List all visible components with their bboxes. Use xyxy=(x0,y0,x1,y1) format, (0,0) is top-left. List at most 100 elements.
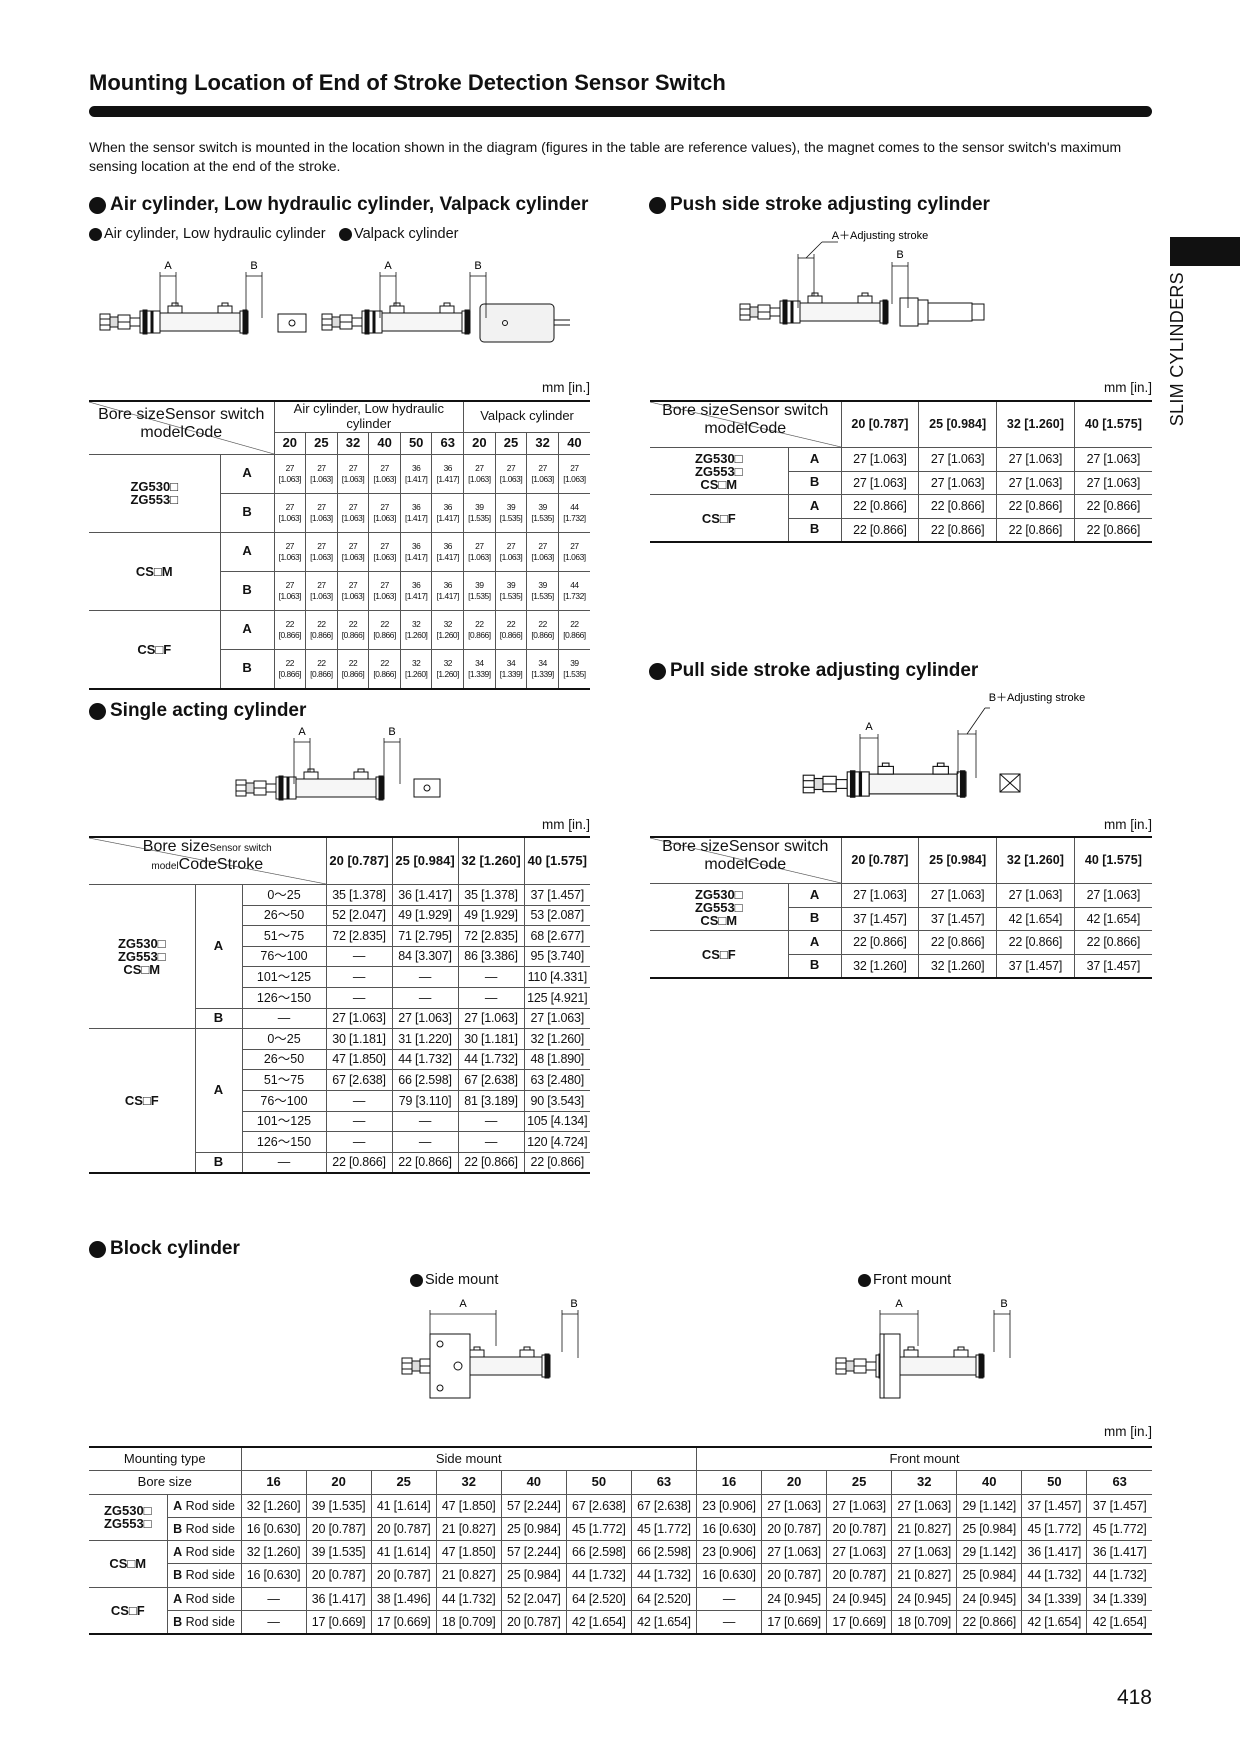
value-cell: 27 [1.063] xyxy=(336,570,370,611)
value-cell: 22 [0.866] xyxy=(1073,494,1153,519)
value-cell: 22 [0.866] xyxy=(840,930,920,955)
value-cell: 27 [1.063] xyxy=(1073,883,1153,908)
value-cell: 44 [1.732] xyxy=(457,1048,525,1071)
value-cell: 27 [1.063] xyxy=(273,492,307,533)
diagram-shape xyxy=(235,768,385,801)
corner-label: Code xyxy=(183,424,223,442)
data-row: B —27 [1.063] 27 [1.063] 27 [1.063] 27 [1.06… xyxy=(89,1007,591,1030)
diagram-shape xyxy=(927,302,973,322)
section-title-text: Single acting cylinder xyxy=(110,700,307,721)
code-cell: B xyxy=(787,517,842,543)
group-header: Front mount xyxy=(696,1446,1152,1472)
corner-box: Bore sizeSensor switch modelCode xyxy=(650,838,840,883)
data-row: B Rod side 16 [0.630] 20 [0.787] 20 [0.787]… xyxy=(89,1516,1152,1542)
value-cell: 36 [1.417] xyxy=(399,570,433,611)
value-cell: 34 [1.339] xyxy=(463,648,496,690)
corner-label: Sensor switch model xyxy=(704,402,829,438)
data-row: B 27 [1.063] 27 [1.063] 27 [1.063] 27 [1.063… xyxy=(89,570,590,611)
model-name: CS□F xyxy=(110,1603,145,1619)
value-cell: 44 [1.732] xyxy=(565,1563,632,1588)
pull-table: Bore sizeSensor switch modelCode 20 [0.78… xyxy=(650,836,1153,979)
value-cell: 86 [3.386] xyxy=(457,945,525,968)
value-cell: 20 [0.787] xyxy=(305,1563,372,1588)
corner-label: Sensor switch model xyxy=(704,838,829,874)
value-cell: 24 [0.945] xyxy=(761,1586,828,1612)
corner-label: Code xyxy=(747,856,787,874)
bore-header: 32 [1.260] xyxy=(457,836,525,885)
value-cell: 32 [1.260] xyxy=(240,1493,307,1518)
value-cell: 110 [4.331] xyxy=(523,966,591,988)
diagram-shape xyxy=(879,1333,901,1399)
value-cell: 18 [0.709] xyxy=(435,1610,502,1635)
corner-label: Sensor switch model xyxy=(140,405,265,442)
value-cell: 42 [1.654] xyxy=(630,1610,698,1635)
bore-header: 20 [0.787] xyxy=(840,400,920,448)
diagram-shape xyxy=(288,319,296,327)
value-cell: 81 [3.189] xyxy=(457,1089,525,1112)
value-cell: 27 [1.063] xyxy=(368,453,401,494)
value-cell: 27 [1.063] xyxy=(761,1493,828,1518)
value-cell: 45 [1.772] xyxy=(1086,1516,1152,1542)
group-header: Side mount xyxy=(240,1446,698,1472)
diagram-shape xyxy=(277,313,307,333)
bore-header: 40 [1.575] xyxy=(1073,400,1153,448)
dimension-label: B xyxy=(896,249,903,261)
value-cell: 35 [1.378] xyxy=(325,884,393,906)
value-cell: 67 [2.638] xyxy=(630,1493,698,1518)
table-body: Bore sizeSensor switch modelCodeStroke 20… xyxy=(89,836,591,1174)
bullet xyxy=(649,196,666,214)
value-cell: — xyxy=(457,986,525,1009)
code-cell: B xyxy=(194,1151,243,1174)
corner-box: Bore sizeSensor switch modelCode xyxy=(650,402,840,447)
code-cell: A xyxy=(787,930,842,955)
value-cell: 63 [2.480] xyxy=(523,1069,591,1091)
bore-header: 32 [1.260] xyxy=(996,836,1075,884)
table-body: Bore sizeSensor switch modelCode Air cyli… xyxy=(89,400,590,690)
value-cell: — xyxy=(325,1131,393,1153)
value-cell: 22 [0.866] xyxy=(305,609,338,650)
section-title: Single acting cylinder xyxy=(89,700,306,722)
value-cell: 44 [1.732] xyxy=(1021,1563,1088,1588)
bore-header: 20 [0.787] xyxy=(325,836,393,885)
code-label-cell: B Rod side xyxy=(166,1516,242,1542)
value-cell: 27 [1.063] xyxy=(1073,470,1153,495)
value-cell: 42 [1.654] xyxy=(996,906,1075,931)
corner-label: Bore size xyxy=(142,838,210,855)
data-row: CS□F A 22 [0.866] 22 [0.866] 22 [0.866] 22 [0… xyxy=(650,494,1153,543)
caption-text: Valpack cylinder xyxy=(354,226,459,242)
value-cell: — xyxy=(695,1586,763,1612)
value-cell: 79 [3.110] xyxy=(391,1089,459,1112)
diagram: A B xyxy=(235,726,441,801)
stroke-cell: 101～125 xyxy=(241,1110,327,1133)
value-cell: 37 [1.457] xyxy=(1021,1493,1088,1518)
caption-text: Side mount xyxy=(425,1272,499,1288)
model-name: CS□F xyxy=(701,946,736,962)
header-row: Bore sizeSensor switch modelCode 20 [0.78… xyxy=(650,400,1153,448)
value-cell: 36 [1.417] xyxy=(431,531,465,572)
value-cell: 27 [1.063] xyxy=(918,470,998,495)
data-row: CS□F A 0～25 30 [1.181] 31 [1.220] 30 [1.181] 3… xyxy=(89,1028,591,1174)
value-cell: 27 [1.063] xyxy=(273,531,307,572)
code-cell: A xyxy=(194,1028,243,1153)
code-label: Rod side xyxy=(185,1521,235,1536)
code-cell: A xyxy=(219,609,275,650)
value-cell: 20 [0.787] xyxy=(370,1516,437,1542)
value-cell: 36 [1.417] xyxy=(431,570,465,611)
stroke-cell: 76～100 xyxy=(241,945,327,968)
value-cell: — xyxy=(695,1610,763,1635)
value-cell: 23 [0.906] xyxy=(695,1540,763,1565)
value-cell: 27 [1.063] xyxy=(463,531,496,572)
code-cell: A xyxy=(787,494,842,519)
corner-label: Stroke xyxy=(216,856,264,874)
value-cell: — xyxy=(391,1131,459,1153)
value-cell: 27 [1.063] xyxy=(761,1540,828,1565)
diagram-shape xyxy=(805,241,823,259)
value-cell: 37 [1.457] xyxy=(523,884,591,906)
unit-label: mm [in.] xyxy=(1103,380,1152,395)
value-cell: 36 [1.417] xyxy=(399,492,433,533)
value-cell: 44 [1.732] xyxy=(1086,1563,1152,1588)
value-cell: 72 [2.835] xyxy=(457,925,525,947)
value-cell: 27 [1.063] xyxy=(918,883,998,908)
value-cell: 22 [0.866] xyxy=(368,609,401,650)
value-cell: 27 [1.063] xyxy=(368,531,401,572)
